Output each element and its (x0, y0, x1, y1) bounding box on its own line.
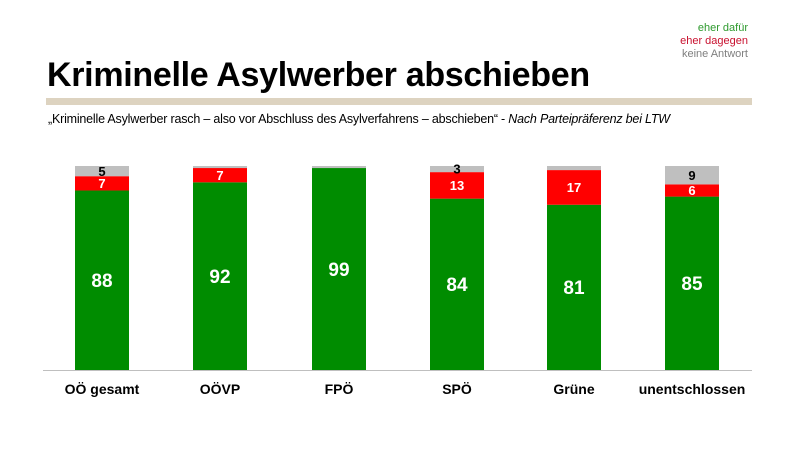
bar-keine-antwort-unentschlossen (665, 166, 719, 185)
x-tick-label-oo-gesamt: OÖ gesamt (65, 381, 140, 397)
bar-keine-antwort-spo (430, 166, 484, 173)
bar-eher-dagegen-grune (547, 170, 601, 205)
bar-eher-dafur-unentschlossen (665, 196, 719, 370)
subtitle-italic: Nach Parteipräferenz bei LTW (508, 112, 670, 126)
legend-item-keine-antwort: keine Antwort (681, 48, 748, 60)
data-label-eher-dagegen-oo-gesamt: 7 (98, 176, 105, 191)
bar-eher-dagegen-oovp (193, 168, 247, 183)
bar-eher-dafur-spo (430, 198, 484, 370)
bar-keine-antwort-oovp (193, 166, 247, 169)
data-label-eher-dafur-grune: 81 (563, 278, 585, 299)
bar-eher-dagegen-oo-gesamt (75, 176, 129, 191)
x-tick-label-oovp: OÖVP (200, 381, 240, 397)
legend-item-eher-dagegen: eher dagegen (680, 35, 748, 47)
page-title: Kriminelle Asylwerber abschieben (47, 56, 590, 94)
data-label-keine-antwort-unentschlossen: 9 (688, 168, 695, 183)
x-tick-label-unentschlossen: unentschlossen (639, 381, 746, 397)
legend: eher dafür eher dagegen keine Antwort (680, 22, 748, 61)
bar-keine-antwort-grune (547, 166, 601, 171)
x-tick-label-grune: Grüne (553, 381, 594, 397)
data-label-eher-dafur-unentschlossen: 85 (681, 274, 703, 295)
bar-keine-antwort-fpo (312, 166, 366, 169)
data-label-eher-dagegen-oovp: 7 (216, 168, 223, 183)
bar-eher-dafur-oovp (193, 182, 247, 370)
x-tick-label-spo: SPÖ (442, 381, 472, 397)
title-divider (46, 98, 752, 105)
data-label-eher-dafur-oo-gesamt: 88 (91, 271, 112, 292)
bar-keine-antwort-oo-gesamt (75, 166, 129, 177)
bar-eher-dafur-oo-gesamt (75, 190, 129, 370)
data-label-eher-dagegen-grune: 17 (567, 180, 581, 195)
x-tick-label-fpo: FPÖ (325, 381, 354, 397)
bar-eher-dagegen-unentschlossen (665, 184, 719, 197)
data-label-eher-dafur-spo: 84 (446, 275, 468, 296)
data-label-eher-dafur-fpo: 99 (328, 260, 349, 281)
data-label-eher-dagegen-spo: 13 (450, 178, 464, 193)
bar-eher-dagegen-spo (430, 172, 484, 199)
data-label-keine-antwort-oo-gesamt: 5 (98, 164, 105, 179)
subtitle-main: „Kriminelle Asylwerber rasch – also vor … (48, 112, 509, 126)
bar-eher-dafur-grune (547, 204, 601, 370)
data-label-eher-dagegen-unentschlossen: 6 (688, 183, 695, 198)
subtitle: „Kriminelle Asylwerber rasch – also vor … (48, 112, 670, 126)
data-label-keine-antwort-spo: 3 (453, 162, 460, 177)
bar-eher-dafur-fpo (312, 168, 366, 370)
x-axis-labels: OÖ gesamt OÖVP FPÖ SPÖ Grüne unentschlossen (65, 381, 746, 397)
legend-item-eher-dafuer: eher dafür (697, 22, 748, 34)
data-label-eher-dafur-oovp: 92 (209, 267, 230, 288)
